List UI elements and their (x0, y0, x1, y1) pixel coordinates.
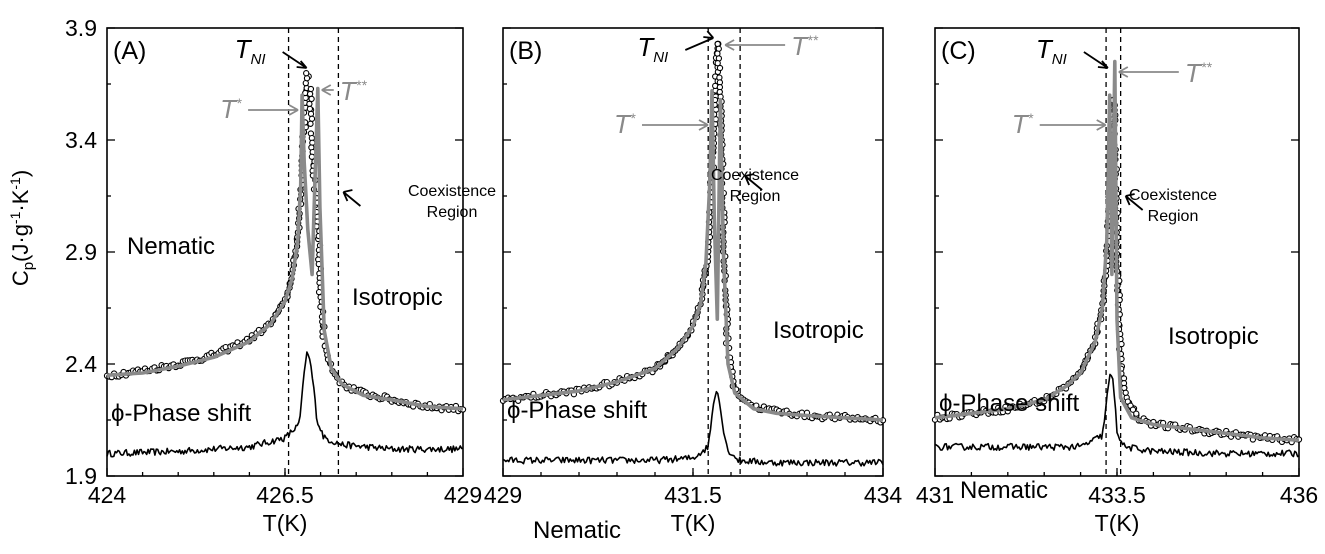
nematic-label: Nematic (960, 477, 1048, 504)
coexistence-arrow (1124, 193, 1144, 211)
y-tick-label: 2.9 (65, 239, 97, 265)
T-star-star-label: T** (1185, 58, 1212, 88)
coexistence-label-line2: Region (730, 188, 781, 205)
x-tick-label: 424 (88, 482, 127, 508)
T-star-label: T* (220, 94, 242, 124)
T-star-label: T* (1012, 109, 1034, 139)
x-tick-label: 431.5 (664, 482, 722, 508)
phase-shift-label: ϕ-Phase shift (507, 397, 648, 424)
T-star-arrow (642, 119, 709, 131)
coexistence-label-line1: Coexistence (711, 167, 799, 184)
x-tick-label: 426.5 (256, 482, 314, 508)
panel-label: (C) (941, 37, 976, 65)
x-axis-title: T(K) (263, 510, 308, 536)
panel-a: 1.9 2.4 2.9 3.4 3.9 424 426.5 429 T(K) (A) Nematic… (65, 15, 496, 536)
fit-curve (502, 88, 884, 422)
cp-point (306, 100, 313, 108)
cp-point (303, 70, 310, 77)
T-star-star-label: T** (340, 76, 367, 106)
cp-point (716, 64, 724, 72)
coexistence-label-line1: Coexistence (408, 183, 496, 200)
T-star-star-label: T** (791, 31, 818, 61)
cp-point (714, 60, 721, 67)
cp-point (308, 95, 315, 103)
cp-data-points (499, 40, 887, 426)
x-tick-label: 436 (1280, 482, 1318, 508)
panel-c: 431 433.5 436 T(K) (C) Nematic Isotropic ϕ-Phas… (916, 27, 1318, 536)
phase-shift-series (502, 390, 884, 467)
cp-point (1133, 410, 1140, 417)
cp-point (307, 85, 315, 93)
y-axis-title: Cp(J·g-1·K-1) (7, 170, 37, 286)
cp-point (308, 115, 316, 122)
cp-point (1122, 389, 1129, 396)
x-axis-title: T(K) (671, 510, 716, 536)
cp-point (307, 110, 315, 118)
cp-point (315, 288, 323, 296)
panel-label: (B) (509, 37, 542, 65)
x-tick-label: 434 (864, 482, 903, 508)
y-tick-label: 1.9 (65, 463, 97, 489)
T-star-arrow (248, 104, 299, 116)
T-NI-label: TNI (235, 34, 266, 68)
coexistence-arrow (744, 173, 763, 191)
x-tick-label: 429 (444, 482, 482, 508)
nematic-label: Nematic (127, 233, 215, 260)
panel-b: 429 431.5 434 T(K) (B) Nematic Isotropic ϕ-Phas… (484, 27, 903, 544)
T-NI-label: TNI (1036, 34, 1067, 68)
phase-shift-series (934, 373, 1300, 458)
svg-text:Cp(J·g-1·K-1): Cp(J·g-1·K-1) (7, 170, 37, 286)
T-star-star-arrow (1118, 66, 1179, 78)
isotropic-label: Isotropic (352, 284, 443, 311)
T-NI-arrow (1083, 51, 1109, 69)
phase-shift-series (106, 351, 464, 458)
T-star-label: T* (614, 109, 636, 139)
coexistence-label-line2: Region (427, 204, 478, 221)
isotropic-label: Isotropic (1168, 323, 1259, 350)
y-tick-label: 3.9 (65, 15, 97, 41)
x-tick-label: 431 (916, 482, 954, 508)
cp-point (1129, 406, 1137, 413)
cp-point (306, 105, 314, 113)
y-tick-label: 2.4 (65, 351, 97, 377)
T-NI-label: TNI (637, 32, 668, 66)
phase-shift-label: ϕ-Phase shift (939, 390, 1080, 417)
fit-curve (934, 59, 1300, 442)
T-star-arrow (1039, 119, 1107, 131)
panel-label: (A) (113, 37, 146, 65)
fit-curve (106, 86, 464, 411)
cp-point (303, 75, 311, 82)
isotropic-label: Isotropic (773, 317, 864, 344)
x-tick-label: 433.5 (1088, 482, 1146, 508)
x-axis-title: T(K) (1095, 510, 1140, 536)
x-tick-label: 429 (484, 482, 522, 508)
T-star-star-arrow (321, 84, 334, 96)
y-tick-label: 3.4 (65, 127, 97, 153)
coexistence-label-line2: Region (1148, 208, 1199, 225)
coexistence-arrow (342, 189, 361, 207)
phase-shift-label: ϕ-Phase shift (111, 400, 252, 427)
T-NI-arrow (282, 51, 308, 69)
coexistence-label-line1: Coexistence (1129, 187, 1217, 204)
cp-point (307, 120, 314, 127)
T-NI-arrow (684, 30, 715, 51)
T-star-star-arrow (724, 39, 786, 51)
nematic-label: Nematic (533, 517, 621, 544)
